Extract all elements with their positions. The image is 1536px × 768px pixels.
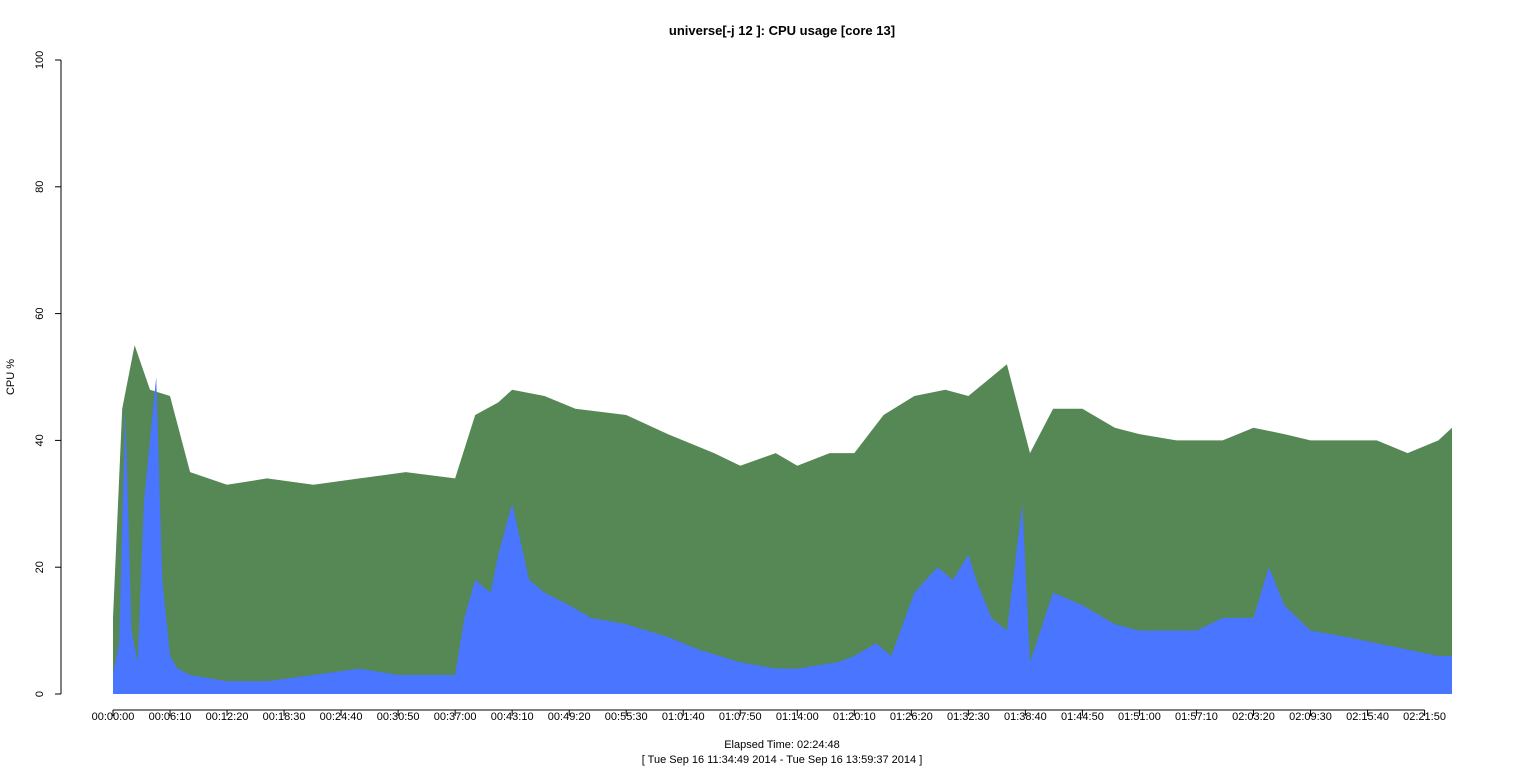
x-axis-label-timespan: [ Tue Sep 16 11:34:49 2014 - Tue Sep 16 … xyxy=(642,754,923,766)
x-tick-label: 01:20:10 xyxy=(833,711,876,723)
y-tick-label: 100 xyxy=(34,51,46,69)
x-tick-label: 00:37:00 xyxy=(434,711,477,723)
series-area-total xyxy=(113,345,1452,694)
x-tick-label: 00:24:40 xyxy=(320,711,363,723)
y-tick-label: 20 xyxy=(34,561,46,573)
y-axis: 0 20 40 60 80 100 xyxy=(34,51,62,697)
x-axis-label-elapsed: Elapsed Time: 02:24:48 xyxy=(724,739,840,751)
x-tick-label: 01:26:20 xyxy=(890,711,933,723)
x-tick-label: 01:32:30 xyxy=(947,711,990,723)
x-axis: 00:00:00 00:06:10 00:12:20 00:18:30 00:24:40… xyxy=(92,709,1446,723)
x-tick-label: 00:49:20 xyxy=(548,711,591,723)
x-tick-label: 01:14:00 xyxy=(776,711,819,723)
y-tick-label: 40 xyxy=(34,434,46,446)
x-tick-label: 02:09:30 xyxy=(1289,711,1332,723)
y-axis-label: CPU % xyxy=(5,359,17,395)
plot-area xyxy=(113,345,1452,694)
x-tick-label: 00:55:30 xyxy=(605,711,648,723)
x-tick-label: 01:01:40 xyxy=(662,711,705,723)
x-tick-label: 01:57:10 xyxy=(1175,711,1218,723)
x-tick-label: 02:03:20 xyxy=(1232,711,1275,723)
y-tick-label: 80 xyxy=(34,181,46,193)
x-tick-label: 00:00:00 xyxy=(92,711,135,723)
series-area-user xyxy=(113,377,1452,694)
x-tick-label: 00:06:10 xyxy=(149,711,192,723)
x-tick-label: 00:30:50 xyxy=(377,711,420,723)
x-tick-label: 02:21:50 xyxy=(1403,711,1446,723)
x-tick-label: 02:15:40 xyxy=(1346,711,1389,723)
x-tick-label: 00:18:30 xyxy=(263,711,306,723)
y-tick-label: 60 xyxy=(34,307,46,319)
x-tick-label: 01:07:50 xyxy=(719,711,762,723)
chart-title: universe[-j 12 ]: CPU usage [core 13] xyxy=(669,23,895,38)
x-tick-label: 01:51:00 xyxy=(1118,711,1161,723)
x-tick-label: 01:44:50 xyxy=(1061,711,1104,723)
x-tick-label: 00:12:20 xyxy=(206,711,249,723)
y-tick-label: 0 xyxy=(34,691,46,697)
x-tick-label: 01:38:40 xyxy=(1004,711,1047,723)
x-tick-label: 00:43:10 xyxy=(491,711,534,723)
